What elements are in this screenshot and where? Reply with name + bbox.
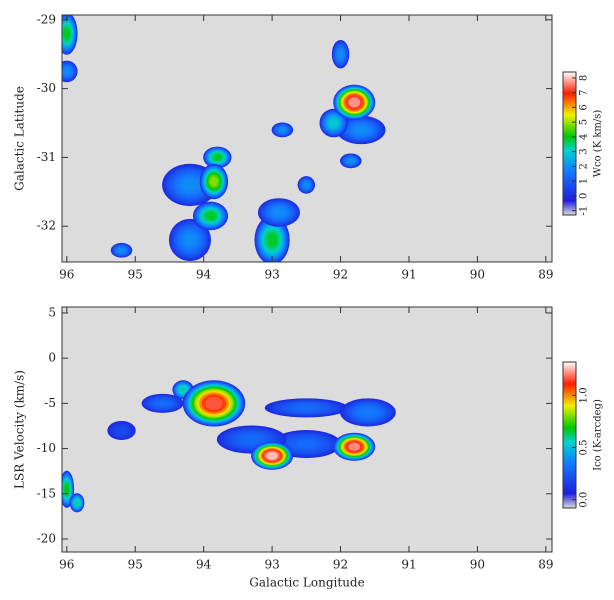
colorbar-tick-label: 1 — [579, 178, 590, 184]
y-tick-label: -15 — [37, 486, 56, 500]
x-tick-label: 95 — [128, 558, 143, 572]
x-tick-label: 93 — [264, 268, 279, 282]
emission-contour — [183, 233, 196, 246]
x-tick-label: 96 — [59, 558, 74, 572]
colorbar-tick-label: 0.0 — [579, 492, 590, 508]
colorbar-tick-label: 0.5 — [579, 440, 590, 456]
colorbar-tick-label: 3 — [579, 148, 590, 154]
emission-contour — [63, 68, 71, 75]
emission-contour — [303, 182, 310, 188]
emission-contour — [360, 408, 376, 417]
colorbar-label: Ico (K-arcdeg) — [593, 399, 604, 471]
emission-contour — [156, 400, 169, 407]
x-axis-label: Galactic Longitude — [249, 576, 364, 590]
emission-contour — [205, 211, 216, 221]
heatmap — [62, 380, 396, 513]
emission-contour — [272, 208, 285, 217]
emission-contour — [347, 158, 355, 164]
x-tick-label: 91 — [401, 268, 416, 282]
emission-contour — [117, 427, 126, 434]
colorbar — [562, 361, 577, 509]
emission-contour — [205, 396, 223, 410]
colorbar — [562, 71, 577, 216]
x-tick-label: 94 — [196, 558, 212, 572]
y-tick-label: -32 — [37, 219, 56, 233]
colorbar-tick-label: -1 — [579, 206, 590, 216]
colorbar-tick-label: 8 — [579, 75, 590, 81]
plot-frame — [61, 306, 553, 553]
emission-contour — [213, 154, 222, 161]
colorbar-label: Wco (K km/s) — [593, 110, 604, 178]
x-tick-label: 90 — [470, 558, 485, 572]
plot-background — [62, 307, 552, 552]
x-tick-label: 91 — [401, 558, 416, 572]
y-tick-label: -10 — [37, 441, 56, 455]
heatmap — [62, 15, 386, 262]
emission-contour — [64, 483, 70, 495]
x-tick-label: 92 — [333, 558, 348, 572]
y-tick-label: -29 — [37, 12, 56, 26]
emission-contour — [182, 178, 198, 191]
x-tick-label: 94 — [196, 268, 212, 282]
y-axis-label: LSR Velocity (km/s) — [13, 370, 27, 489]
emission-contour — [241, 435, 262, 444]
y-tick-label: -5 — [44, 396, 56, 410]
y-tick-label: -20 — [37, 531, 56, 545]
emission-contour — [354, 125, 368, 135]
emission-contour — [74, 499, 80, 506]
x-tick-label: 89 — [538, 558, 553, 572]
x-tick-label: 96 — [59, 268, 74, 282]
x-tick-label: 90 — [470, 268, 485, 282]
colorbar-tick-label: 2 — [579, 163, 590, 169]
emission-contour — [63, 27, 71, 40]
colorbar-tick-label: 0 — [579, 193, 590, 199]
emission-contour — [118, 247, 125, 253]
x-tick-label: 92 — [333, 268, 348, 282]
emission-contour — [267, 233, 278, 247]
y-tick-label: 5 — [48, 305, 56, 319]
y-tick-label: -31 — [37, 150, 56, 164]
emission-contour — [348, 97, 361, 108]
emission-contour — [209, 176, 219, 187]
x-tick-label: 93 — [264, 558, 279, 572]
emission-contour — [337, 50, 344, 59]
y-axis-label: Galactic Latitude — [13, 86, 27, 191]
emission-contour — [329, 118, 338, 128]
colorbar-tick-label: 6 — [579, 104, 590, 110]
colorbar-tick-label: 5 — [579, 119, 590, 125]
emission-contour — [179, 386, 187, 393]
emission-contour — [279, 127, 286, 133]
colorbar-tick-label: 1.0 — [579, 387, 590, 403]
colorbar-tick-label: 7 — [579, 89, 590, 95]
emission-contour — [296, 439, 316, 449]
plot-frame — [61, 14, 553, 263]
y-tick-label: 0 — [48, 351, 56, 365]
emission-contour — [294, 404, 318, 411]
emission-contour — [266, 451, 279, 460]
y-tick-label: -30 — [37, 81, 56, 95]
colorbar-tick-label: 4 — [579, 134, 590, 140]
emission-contour — [348, 442, 361, 451]
plot-background — [62, 15, 552, 262]
x-tick-label: 95 — [128, 268, 143, 282]
x-tick-label: 89 — [538, 268, 553, 282]
